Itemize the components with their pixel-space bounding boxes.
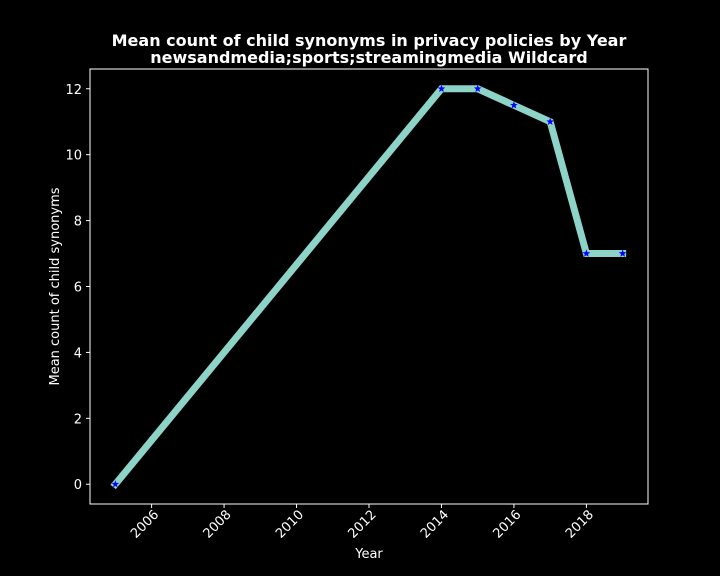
y-tick-label-8: 8 bbox=[74, 215, 82, 230]
series-line bbox=[110, 85, 627, 490]
y-axis: 0 2 4 6 8 10 12 bbox=[65, 83, 90, 493]
x-tick-label-2014: 2014 bbox=[418, 508, 452, 542]
x-tick-label-2010: 2010 bbox=[273, 508, 307, 542]
plot-area bbox=[110, 84, 627, 490]
y-tick-label-4: 4 bbox=[74, 346, 82, 361]
y-tick-label-0: 0 bbox=[74, 478, 82, 493]
y-tick-label-6: 6 bbox=[74, 281, 82, 296]
chart-title: Mean count of child synonyms in privacy … bbox=[111, 31, 627, 50]
data-point-2015 bbox=[473, 84, 482, 93]
x-tick-label-2012: 2012 bbox=[346, 508, 380, 542]
y-tick-label-2: 2 bbox=[74, 412, 82, 427]
x-axis-label: Year bbox=[354, 547, 383, 562]
y-axis-label: Mean count of child synonyms bbox=[48, 187, 63, 385]
data-point-2014 bbox=[437, 84, 446, 93]
x-tick-label-2006: 2006 bbox=[128, 508, 162, 542]
data-point-2016 bbox=[510, 101, 518, 109]
x-axis: 2006 2008 2010 2012 2014 2016 2018 bbox=[128, 504, 597, 542]
data-point-2018 bbox=[582, 249, 591, 257]
plot-frame bbox=[89, 68, 649, 505]
x-tick-label-2008: 2008 bbox=[201, 508, 235, 542]
data-point-2017 bbox=[546, 117, 554, 125]
chart-subtitle: newsandmedia;sports;streamingmedia Wildc… bbox=[150, 48, 588, 67]
y-tick-label-10: 10 bbox=[65, 149, 82, 164]
x-tick-label-2016: 2016 bbox=[490, 508, 524, 542]
y-tick-label-12: 12 bbox=[65, 83, 82, 98]
data-point-2019 bbox=[618, 249, 627, 257]
x-tick-label-2018: 2018 bbox=[563, 508, 597, 542]
data-point-2005 bbox=[111, 480, 120, 488]
